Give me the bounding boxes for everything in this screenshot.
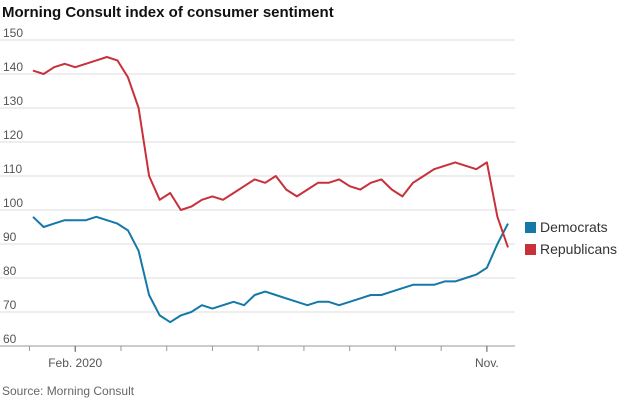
series-line: [32, 56, 509, 248]
legend-swatch: [525, 222, 536, 233]
legend-label: Democrats: [540, 219, 608, 235]
legend-label: Republicans: [540, 241, 617, 257]
series-line: [32, 215, 509, 324]
y-tick-label: 100: [3, 196, 23, 210]
y-tick-label: 90: [3, 230, 17, 244]
y-tick-label: 110: [3, 162, 22, 176]
chart-title: Morning Consult index of consumer sentim…: [2, 4, 334, 21]
y-tick-label: 60: [3, 332, 17, 346]
x-tick-label: Nov.: [475, 356, 499, 370]
y-tick-label: 140: [3, 60, 23, 74]
x-tick-label: Feb. 2020: [48, 356, 102, 370]
y-tick-label: 80: [3, 264, 17, 278]
y-tick-label: 120: [3, 128, 23, 142]
y-tick-label: 150: [3, 26, 23, 40]
source: Source: Morning Consult: [2, 384, 135, 398]
y-tick-label: 70: [3, 298, 17, 312]
legend-swatch: [525, 244, 536, 255]
y-tick-label: 130: [3, 94, 23, 108]
